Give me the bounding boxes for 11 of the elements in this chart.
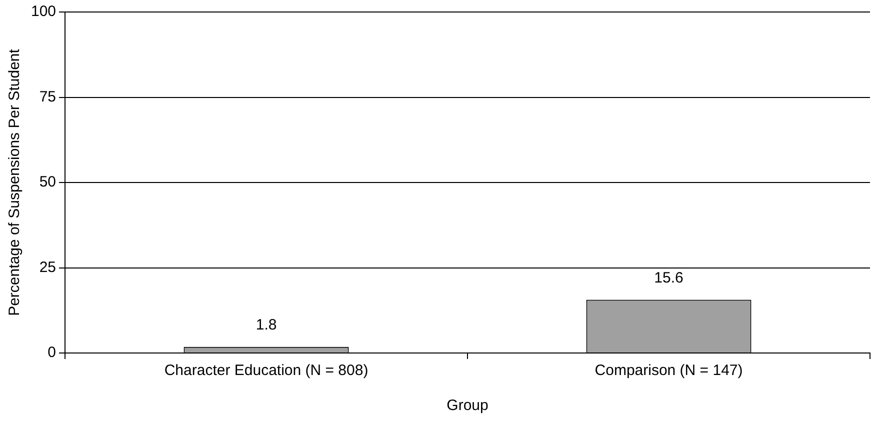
x-axis-title: Group xyxy=(446,397,488,414)
y-axis-title: Percentage of Suspensions Per Student xyxy=(6,48,24,316)
y-tick-label: 0 xyxy=(48,344,56,362)
data-label: 15.6 xyxy=(654,269,684,286)
y-tick-label: 100 xyxy=(30,3,56,20)
y-tick-label: 50 xyxy=(39,174,56,191)
x-tick-label: Comparison (N = 147) xyxy=(594,362,743,380)
y-tick-label: 75 xyxy=(39,88,56,106)
x-tick-label: Character Education (N = 808) xyxy=(164,362,368,380)
data-label: 1.8 xyxy=(256,316,277,334)
y-tick-label: 25 xyxy=(39,258,56,276)
